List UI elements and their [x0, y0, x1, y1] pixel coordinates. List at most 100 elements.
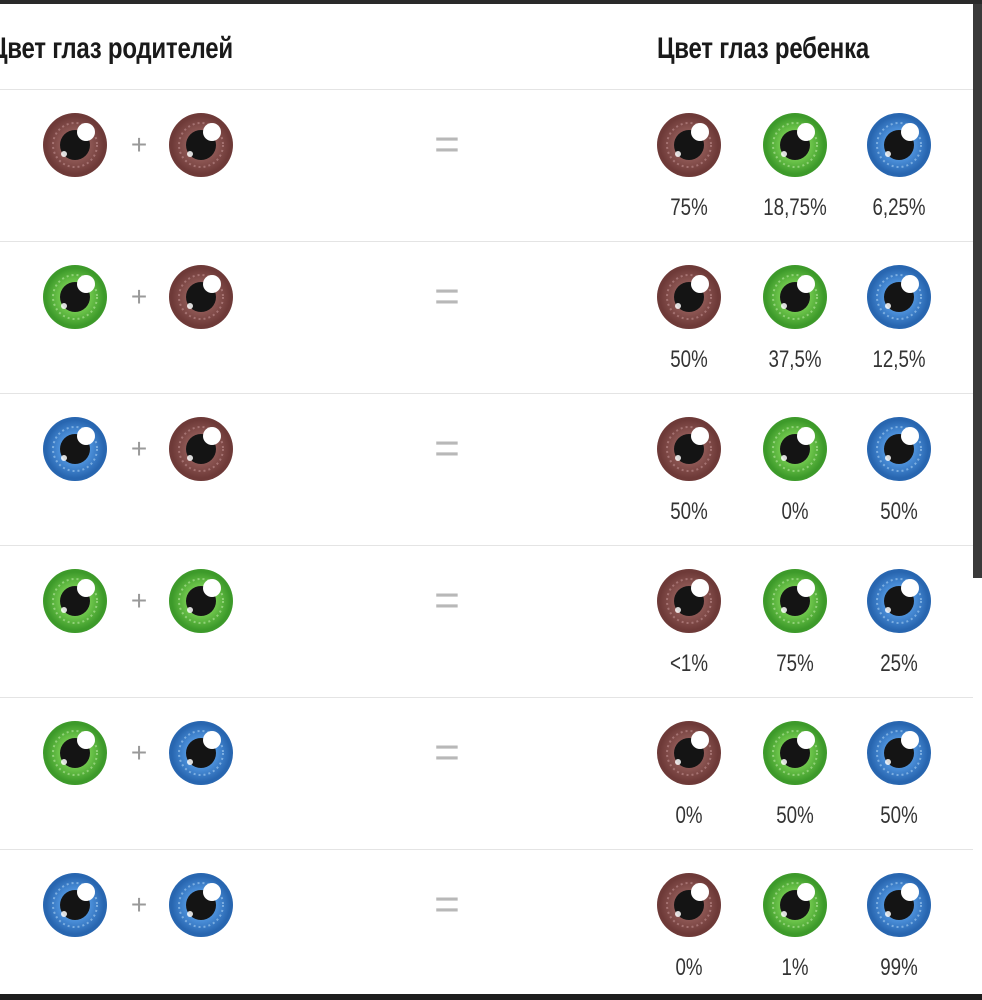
- child-probability-green: 50%: [776, 802, 814, 829]
- child-eye-brown: [656, 416, 722, 482]
- child-eye-green: [762, 872, 828, 938]
- table-row: + = 0% 1% 99%: [0, 849, 973, 994]
- parent-eye-1: [42, 264, 108, 330]
- child-probability-blue: 50%: [880, 498, 918, 525]
- plus-sign: +: [130, 433, 148, 464]
- blue-eye-icon: [867, 417, 931, 481]
- brown-eye-icon: [657, 113, 721, 177]
- child-probability-brown: 75%: [670, 194, 708, 221]
- child-eye-green: [762, 720, 828, 786]
- blue-eye-icon: [867, 113, 931, 177]
- green-eye-icon: [763, 417, 827, 481]
- child-eye-brown: [656, 568, 722, 634]
- child-probability-blue: 99%: [880, 954, 918, 981]
- brown-eye-icon: [169, 417, 233, 481]
- blue-eye-icon: [43, 873, 107, 937]
- blue-eye-icon: [867, 873, 931, 937]
- child-probability-brown: 0%: [675, 954, 703, 981]
- child-probability-green: 1%: [781, 954, 809, 981]
- child-probability-brown: 50%: [670, 498, 708, 525]
- child-eye-green: [762, 112, 828, 178]
- child-column-title: Цвет глаз ребенка: [657, 32, 869, 65]
- parent-eye-2: [168, 720, 234, 786]
- row-divider: [0, 849, 973, 850]
- plus-sign: +: [130, 889, 148, 920]
- child-probability-blue: 12,5%: [872, 346, 926, 373]
- brown-eye-icon: [169, 113, 233, 177]
- blue-eye-icon: [867, 569, 931, 633]
- parent-eye-2: [168, 568, 234, 634]
- brown-eye-icon: [657, 417, 721, 481]
- child-eye-blue: [866, 720, 932, 786]
- child-probability-blue: 6,25%: [872, 194, 926, 221]
- child-probability-green: 18,75%: [763, 194, 827, 221]
- green-eye-icon: [169, 569, 233, 633]
- green-eye-icon: [43, 569, 107, 633]
- child-eye-brown: [656, 264, 722, 330]
- plus-sign: +: [130, 281, 148, 312]
- table-row: + = 0% 50% 50%: [0, 697, 973, 849]
- bottom-edge: [0, 994, 982, 1000]
- green-eye-icon: [763, 569, 827, 633]
- child-probability-brown: <1%: [669, 650, 708, 677]
- parent-eye-1: [42, 112, 108, 178]
- row-divider: [0, 241, 973, 242]
- parent-eye-1: [42, 416, 108, 482]
- child-eye-green: [762, 264, 828, 330]
- blue-eye-icon: [43, 417, 107, 481]
- table-row: + = 50% 37,5% 12,5%: [0, 241, 973, 393]
- row-divider: [0, 545, 973, 546]
- eye-color-table: Цвет глаз родителей Цвет глаз ребенка + =…: [0, 4, 982, 994]
- parent-eye-1: [42, 720, 108, 786]
- child-probability-green: 37,5%: [768, 346, 822, 373]
- child-eye-brown: [656, 872, 722, 938]
- child-eye-brown: [656, 112, 722, 178]
- plus-sign: +: [130, 585, 148, 616]
- parent-eye-2: [168, 416, 234, 482]
- equals-sign: =: [434, 880, 460, 929]
- brown-eye-icon: [657, 569, 721, 633]
- parent-eye-2: [168, 112, 234, 178]
- row-divider: [0, 89, 973, 90]
- parent-eye-2: [168, 264, 234, 330]
- child-probability-brown: 0%: [675, 802, 703, 829]
- parents-column-title: Цвет глаз родителей: [0, 32, 233, 65]
- blue-eye-icon: [867, 721, 931, 785]
- child-probability-blue: 50%: [880, 802, 918, 829]
- green-eye-icon: [763, 721, 827, 785]
- child-eye-blue: [866, 872, 932, 938]
- equals-sign: =: [434, 120, 460, 169]
- child-eye-green: [762, 416, 828, 482]
- child-probability-brown: 50%: [670, 346, 708, 373]
- child-eye-blue: [866, 112, 932, 178]
- brown-eye-icon: [657, 873, 721, 937]
- table-header: Цвет глаз родителей Цвет глаз ребенка: [0, 4, 973, 89]
- equals-sign: =: [434, 576, 460, 625]
- child-eye-blue: [866, 264, 932, 330]
- child-probability-blue: 25%: [880, 650, 918, 677]
- plus-sign: +: [130, 129, 148, 160]
- child-probability-green: 0%: [781, 498, 809, 525]
- table-row: + = 50% 0% 50%: [0, 393, 973, 545]
- green-eye-icon: [763, 873, 827, 937]
- green-eye-icon: [43, 721, 107, 785]
- brown-eye-icon: [169, 265, 233, 329]
- table-row: + = 75% 18,75% 6,25%: [0, 89, 973, 241]
- row-divider: [0, 393, 973, 394]
- green-eye-icon: [763, 265, 827, 329]
- brown-eye-icon: [657, 265, 721, 329]
- green-eye-icon: [43, 265, 107, 329]
- blue-eye-icon: [169, 873, 233, 937]
- equals-sign: =: [434, 424, 460, 473]
- child-eye-blue: [866, 568, 932, 634]
- equals-sign: =: [434, 728, 460, 777]
- plus-sign: +: [130, 737, 148, 768]
- brown-eye-icon: [657, 721, 721, 785]
- blue-eye-icon: [169, 721, 233, 785]
- equals-sign: =: [434, 272, 460, 321]
- row-divider: [0, 697, 973, 698]
- scrollbar[interactable]: [973, 4, 982, 578]
- child-probability-green: 75%: [776, 650, 814, 677]
- parent-eye-1: [42, 568, 108, 634]
- table-row: + = <1% 75% 25%: [0, 545, 973, 697]
